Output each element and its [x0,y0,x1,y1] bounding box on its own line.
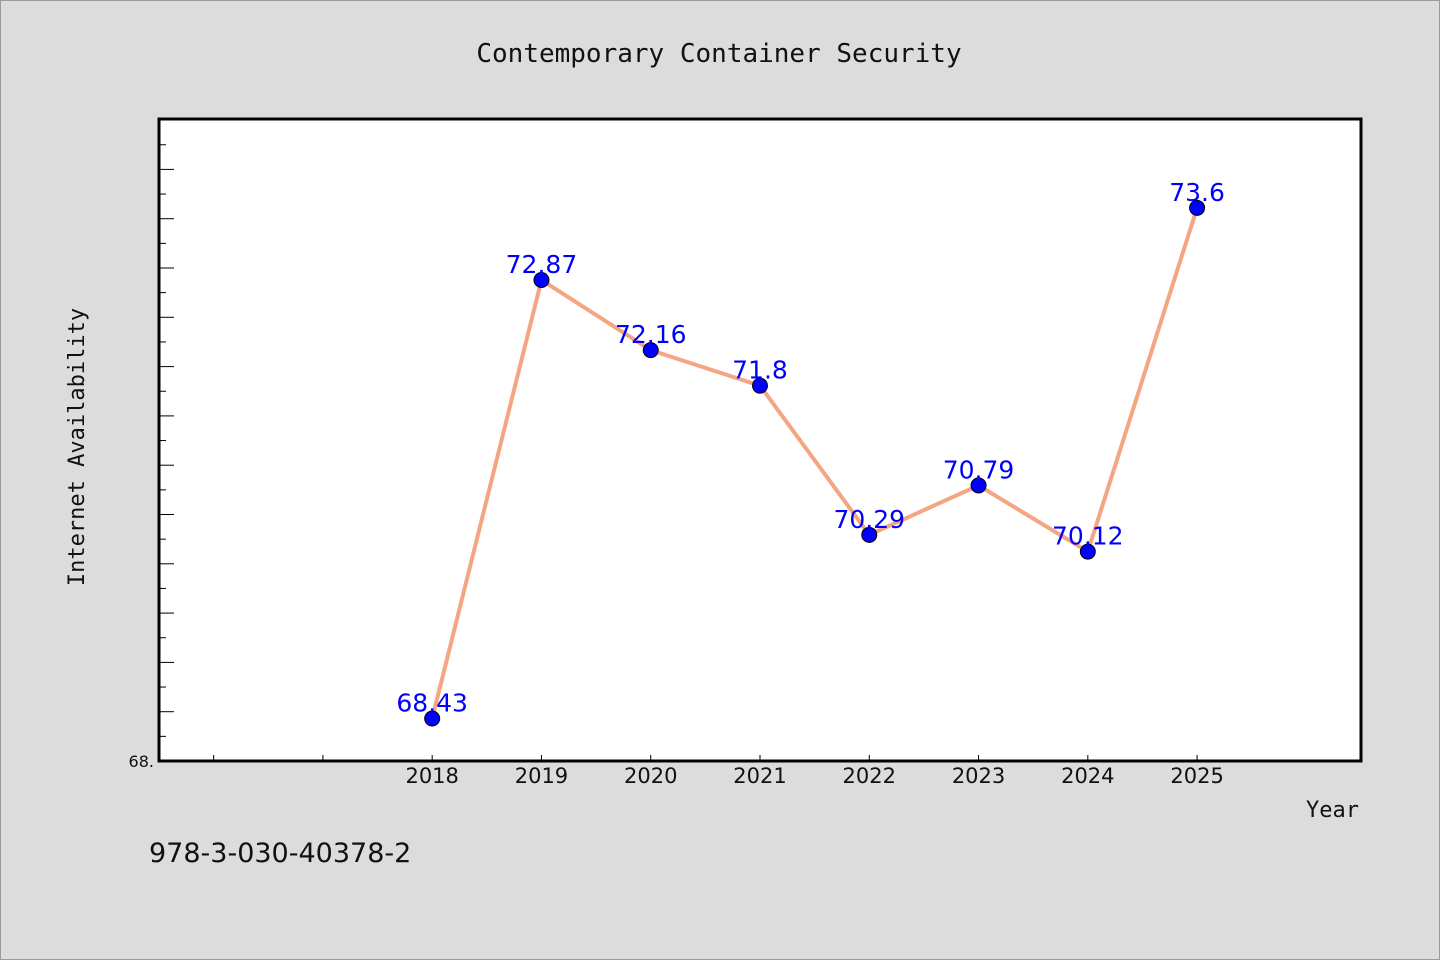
y-tick-label: 68. [129,752,154,771]
x-tick-label: 2020 [624,764,677,788]
x-tick-label: 2022 [843,764,896,788]
plot-area [157,117,1363,763]
x-axis-ticks [213,755,1198,761]
data-point [1189,199,1206,216]
x-tick-label: 2025 [1170,764,1223,788]
series-markers [424,199,1206,727]
data-point [642,342,659,359]
data-point [1079,543,1096,560]
y-axis-label: Internet Availability [65,308,90,586]
x-tick-label: 2019 [515,764,568,788]
data-label: 71.8 [732,356,788,385]
y-axis-ticks [159,144,174,737]
series-line-group [430,207,1199,720]
data-label: 72.16 [615,320,687,349]
data-label: 70.12 [1052,522,1124,551]
chart-title: Contemporary Container Security [476,39,961,69]
x-axis-tick-labels: 2018 2019 2020 2021 2022 2023 2024 2025 [405,764,1223,788]
data-label: 72.87 [506,250,578,279]
data-point [861,526,878,543]
data-point [752,377,768,394]
data-label: 70.29 [833,505,905,534]
y-axis-tick-labels: 68. [129,752,154,771]
data-label: 70.79 [943,455,1015,484]
x-axis-label: Year [1306,798,1359,823]
data-label: 73.6 [1169,178,1225,207]
data-point [533,271,550,288]
x-tick-label: 2024 [1061,764,1114,788]
x-tick-label: 2021 [733,764,786,788]
data-point [970,477,987,494]
data-label: 68.43 [396,689,468,718]
isbn-label: 978-3-030-40378-2 [149,838,411,869]
series-line [430,207,1199,720]
data-point [424,710,441,727]
x-tick-label: 2018 [405,764,458,788]
x-tick-label: 2023 [952,764,1005,788]
data-labels: 68.43 72.87 72.16 71.8 70.29 70.79 70.12 73.6 [396,178,1225,718]
